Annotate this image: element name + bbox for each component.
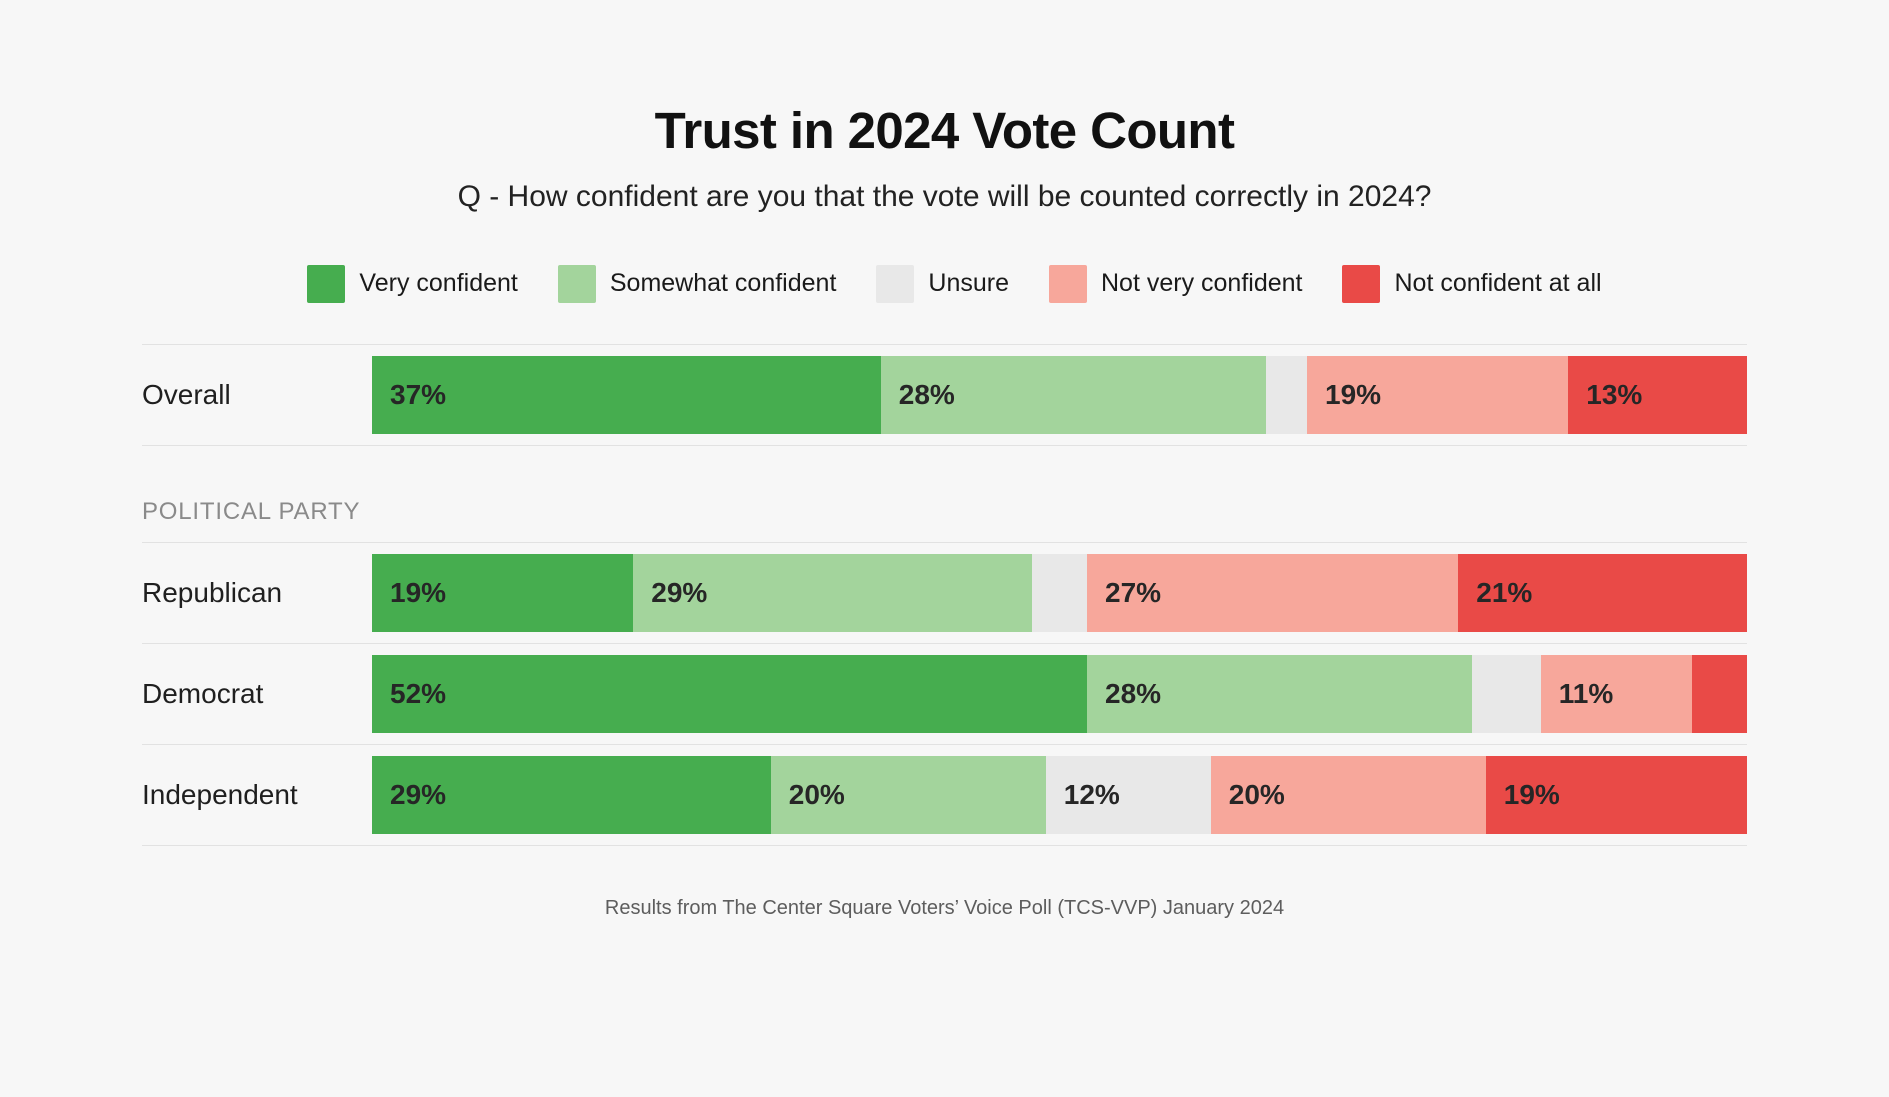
legend-item-label: Very confident xyxy=(359,269,518,298)
bar-segment[interactable]: 19% xyxy=(1485,755,1747,834)
row-label: Independent xyxy=(142,778,298,810)
table-row: Democrat 52% 28% 11% xyxy=(142,644,1747,744)
legend-item-not-confident-at-all[interactable]: Not confident at all xyxy=(1342,264,1602,303)
bar-segment[interactable]: 52% xyxy=(372,654,1087,733)
bar-segment[interactable] xyxy=(1032,553,1087,632)
bar-segment[interactable] xyxy=(1265,355,1307,434)
bar-segment[interactable]: 19% xyxy=(372,553,634,632)
legend-item-unsure[interactable]: Unsure xyxy=(876,264,1009,303)
row-label: Republican xyxy=(142,576,283,608)
bar-segment[interactable]: 21% xyxy=(1458,553,1747,632)
legend-item-label: Not confident at all xyxy=(1394,269,1602,298)
bar-segment-label: 29% xyxy=(651,576,708,608)
legend-item-very-confident[interactable]: Very confident xyxy=(307,264,518,303)
bar-segment-label: 37% xyxy=(390,378,447,410)
row-label: Democrat xyxy=(142,677,264,709)
bar-segment-label: 21% xyxy=(1476,576,1533,608)
bar-segment-label: 29% xyxy=(390,778,447,810)
bar-segment[interactable]: 11% xyxy=(1540,654,1692,733)
legend-swatch-icon xyxy=(307,264,346,303)
chart-subtitle: Q - How confident are you that the vote … xyxy=(457,180,1432,214)
legend-swatch-icon xyxy=(1048,264,1087,303)
bar-segment[interactable] xyxy=(1692,654,1747,733)
bar-segment-label: 28% xyxy=(1105,677,1162,709)
bar-segment-label: 28% xyxy=(898,378,955,410)
table-row: Independent 29% 20% 12% 20% 19% xyxy=(142,745,1747,845)
bar-segment-label: 11% xyxy=(1558,677,1614,709)
bar-segment[interactable]: 20% xyxy=(770,755,1046,834)
divider xyxy=(142,642,1747,644)
divider xyxy=(142,444,1747,446)
legend-item-not-very-confident[interactable]: Not very confident xyxy=(1048,264,1303,303)
legend-item-label: Not very confident xyxy=(1100,269,1303,298)
bar-segment[interactable]: 20% xyxy=(1210,755,1486,834)
bar-segment-label: 20% xyxy=(788,778,845,810)
legend-swatch-icon xyxy=(1342,264,1381,303)
bar-segment[interactable]: 28% xyxy=(1087,654,1472,733)
table-row: Overall 37% 28% 19% 13% xyxy=(142,345,1747,445)
stacked-bar: 29% 20% 12% 20% 19% xyxy=(372,755,1747,834)
stacked-bar: 52% 28% 11% xyxy=(372,654,1747,733)
stacked-bar: 19% 29% 27% 21% xyxy=(372,553,1747,632)
bar-segment[interactable]: 13% xyxy=(1568,355,1747,434)
bar-segment-label: 12% xyxy=(1063,778,1120,810)
row-label: Overall xyxy=(142,378,231,410)
legend-item-label: Somewhat confident xyxy=(609,269,837,298)
bar-segment-label: 52% xyxy=(390,677,447,709)
table-row: Republican 19% 29% 27% 21% xyxy=(142,543,1747,643)
bar-segment-label: 19% xyxy=(390,576,447,608)
source-note: Results from The Center Square Voters’ V… xyxy=(604,896,1285,919)
legend-item-somewhat-confident[interactable]: Somewhat confident xyxy=(557,264,837,303)
bar-segment[interactable]: 37% xyxy=(372,355,881,434)
bar-segment-label: 20% xyxy=(1228,778,1285,810)
divider xyxy=(142,743,1747,745)
bar-segment-label: 13% xyxy=(1586,378,1643,410)
bar-segment[interactable]: 19% xyxy=(1307,355,1569,434)
group-title: POLITICAL PARTY xyxy=(142,497,361,525)
stacked-bar: 37% 28% 19% 13% xyxy=(372,355,1747,434)
divider xyxy=(142,844,1747,846)
bar-segment[interactable]: 29% xyxy=(372,755,771,834)
bar-segment-label: 19% xyxy=(1503,778,1560,810)
bar-segment-label: 27% xyxy=(1105,576,1162,608)
bar-segment-label: 19% xyxy=(1325,378,1382,410)
page-title: Trust in 2024 Vote Count xyxy=(654,102,1235,159)
bar-segment[interactable]: 27% xyxy=(1087,553,1459,632)
legend-swatch-icon xyxy=(876,264,915,303)
bar-segment[interactable]: 12% xyxy=(1045,755,1211,834)
chart-legend: Very confident Somewhat confident Unsure… xyxy=(142,264,1747,303)
bar-segment[interactable]: 28% xyxy=(880,355,1266,434)
bar-segment[interactable] xyxy=(1472,654,1541,733)
divider xyxy=(142,541,1747,543)
group-header-political-party: POLITICAL PARTY xyxy=(142,446,1747,542)
divider xyxy=(142,343,1747,345)
legend-item-label: Unsure xyxy=(928,269,1009,298)
chart-rows: Overall 37% 28% 19% 13% POLITICAL PARTY Rep… xyxy=(142,343,1747,846)
legend-swatch-icon xyxy=(557,264,596,303)
bar-segment[interactable]: 29% xyxy=(633,553,1032,632)
